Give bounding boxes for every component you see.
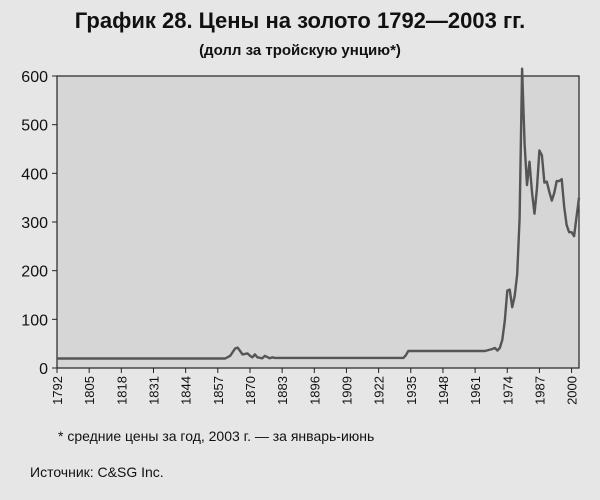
chart-title: График 28. Цены на золото 1792—2003 гг. bbox=[74, 8, 526, 33]
x-tick-label: 1974 bbox=[500, 376, 515, 405]
y-tick-label: 200 bbox=[21, 264, 48, 281]
y-tick-label: 400 bbox=[21, 166, 48, 183]
source-note: Источник: C&SG Inc. bbox=[30, 464, 164, 480]
x-tick-label: 1961 bbox=[468, 376, 483, 405]
x-tick-label: 1831 bbox=[146, 376, 161, 405]
x-tick-label: 1792 bbox=[50, 376, 65, 405]
x-tick-label: 1870 bbox=[243, 376, 258, 405]
chart-subtitle: (долл за тройскую унцию*) bbox=[199, 42, 401, 59]
x-tick-label: 1909 bbox=[339, 376, 354, 405]
x-tick-label: 1857 bbox=[211, 376, 226, 405]
gold-price-line bbox=[57, 67, 581, 360]
plot-area bbox=[56, 75, 580, 369]
x-tick-label: 1883 bbox=[275, 376, 290, 405]
x-tick-label: 2000 bbox=[565, 376, 580, 405]
x-tick-label: 1844 bbox=[179, 376, 194, 405]
gold-price-chart: 0 100 200 300 400 500 600 1792 1805 1818 1831 1844… bbox=[21, 67, 581, 405]
x-tick-label: 1818 bbox=[114, 376, 129, 405]
y-tick-label: 300 bbox=[21, 215, 48, 232]
x-tick-label: 1922 bbox=[372, 376, 387, 405]
y-tick-label: 0 bbox=[39, 361, 48, 378]
x-tick-label: 1935 bbox=[404, 376, 419, 405]
x-tick-label: 1805 bbox=[82, 376, 97, 405]
x-tick-label: 1987 bbox=[532, 376, 547, 405]
x-tick-label: 1948 bbox=[436, 376, 451, 405]
y-tick-label: 500 bbox=[21, 118, 48, 135]
y-tick-label: 600 bbox=[21, 69, 48, 86]
footnote: * средние цены за год, 2003 г. — за янва… bbox=[58, 428, 375, 444]
x-tick-label: 1896 bbox=[307, 376, 322, 405]
y-tick-label: 100 bbox=[21, 312, 48, 329]
